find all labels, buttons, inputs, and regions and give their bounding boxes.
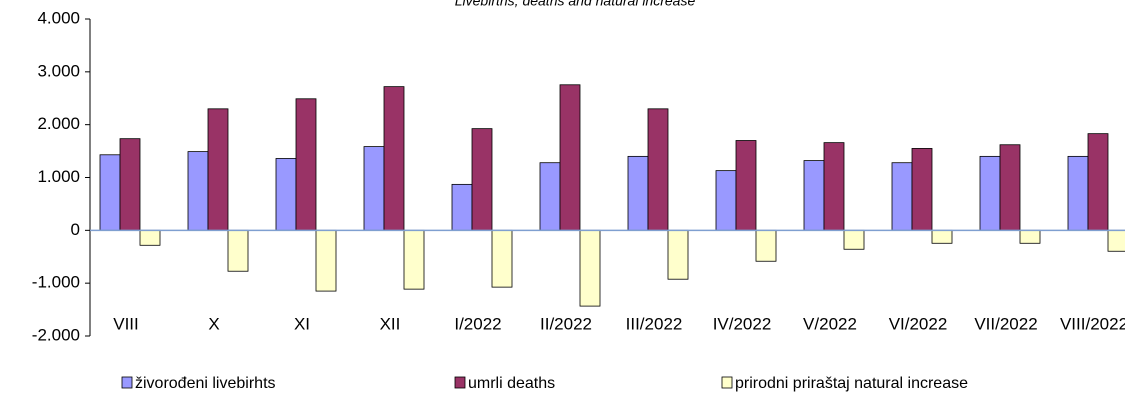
x-tick-label: VI/2022 — [889, 314, 948, 333]
chart-title: Livebirths, deaths and natural increase — [455, 0, 696, 9]
bar — [843, 229, 865, 250]
bar — [383, 86, 405, 231]
bar — [403, 229, 425, 290]
bar — [891, 162, 913, 231]
legend-swatch — [121, 376, 133, 389]
y-tick-label: 3.000 — [37, 61, 80, 80]
bar — [139, 229, 161, 246]
bar — [559, 84, 581, 231]
bar — [755, 229, 777, 262]
y-tick-label: 0 — [71, 220, 80, 239]
bar — [735, 140, 757, 231]
bar — [363, 146, 385, 231]
y-tick-label: 2.000 — [37, 114, 80, 133]
y-tick-label: 1.000 — [37, 167, 80, 186]
bar — [627, 155, 649, 231]
bar — [207, 108, 229, 231]
bar — [295, 98, 317, 231]
x-tick-label: X — [208, 314, 219, 333]
bar — [227, 229, 249, 272]
bar — [99, 154, 121, 231]
bar — [931, 229, 953, 244]
x-tick-label: XI — [294, 314, 310, 333]
bar — [451, 183, 473, 231]
legend-label: prirodni priraštaj natural increase — [735, 375, 968, 392]
legend-label: umrli deaths — [468, 375, 555, 392]
bar — [1087, 133, 1109, 231]
x-tick-label: V/2022 — [803, 314, 857, 333]
bar — [579, 229, 601, 307]
y-tick-label: -2.000 — [32, 325, 80, 344]
y-tick-label: -1.000 — [32, 273, 80, 292]
bar — [187, 151, 209, 231]
x-tick-label: VIII — [113, 314, 139, 333]
bar — [539, 162, 561, 231]
bar — [275, 158, 297, 231]
y-tick-label: 4.000 — [37, 8, 80, 27]
bar — [715, 170, 737, 231]
bar — [315, 229, 337, 292]
bar — [1107, 229, 1125, 252]
bar — [911, 148, 933, 231]
x-tick-label: VII/2022 — [974, 314, 1037, 333]
bar — [803, 160, 825, 231]
bar — [1067, 155, 1089, 231]
x-tick-label: XII — [380, 314, 401, 333]
x-tick-label: III/2022 — [626, 314, 683, 333]
x-tick-label: IV/2022 — [713, 314, 772, 333]
x-tick-label: I/2022 — [454, 314, 501, 333]
legend-swatch — [454, 376, 466, 389]
legend-label: živorođeni livebirhts — [135, 375, 276, 392]
bar — [979, 155, 1001, 231]
bar — [647, 108, 669, 231]
legend-swatch — [721, 376, 733, 389]
bar — [119, 138, 141, 231]
bar — [667, 229, 689, 280]
x-tick-label: II/2022 — [540, 314, 592, 333]
x-tick-label: VIII/2022 — [1060, 314, 1125, 333]
bar — [823, 142, 845, 231]
bar — [999, 144, 1021, 231]
bar — [491, 229, 513, 288]
bar — [471, 128, 493, 231]
bar — [1019, 229, 1041, 244]
